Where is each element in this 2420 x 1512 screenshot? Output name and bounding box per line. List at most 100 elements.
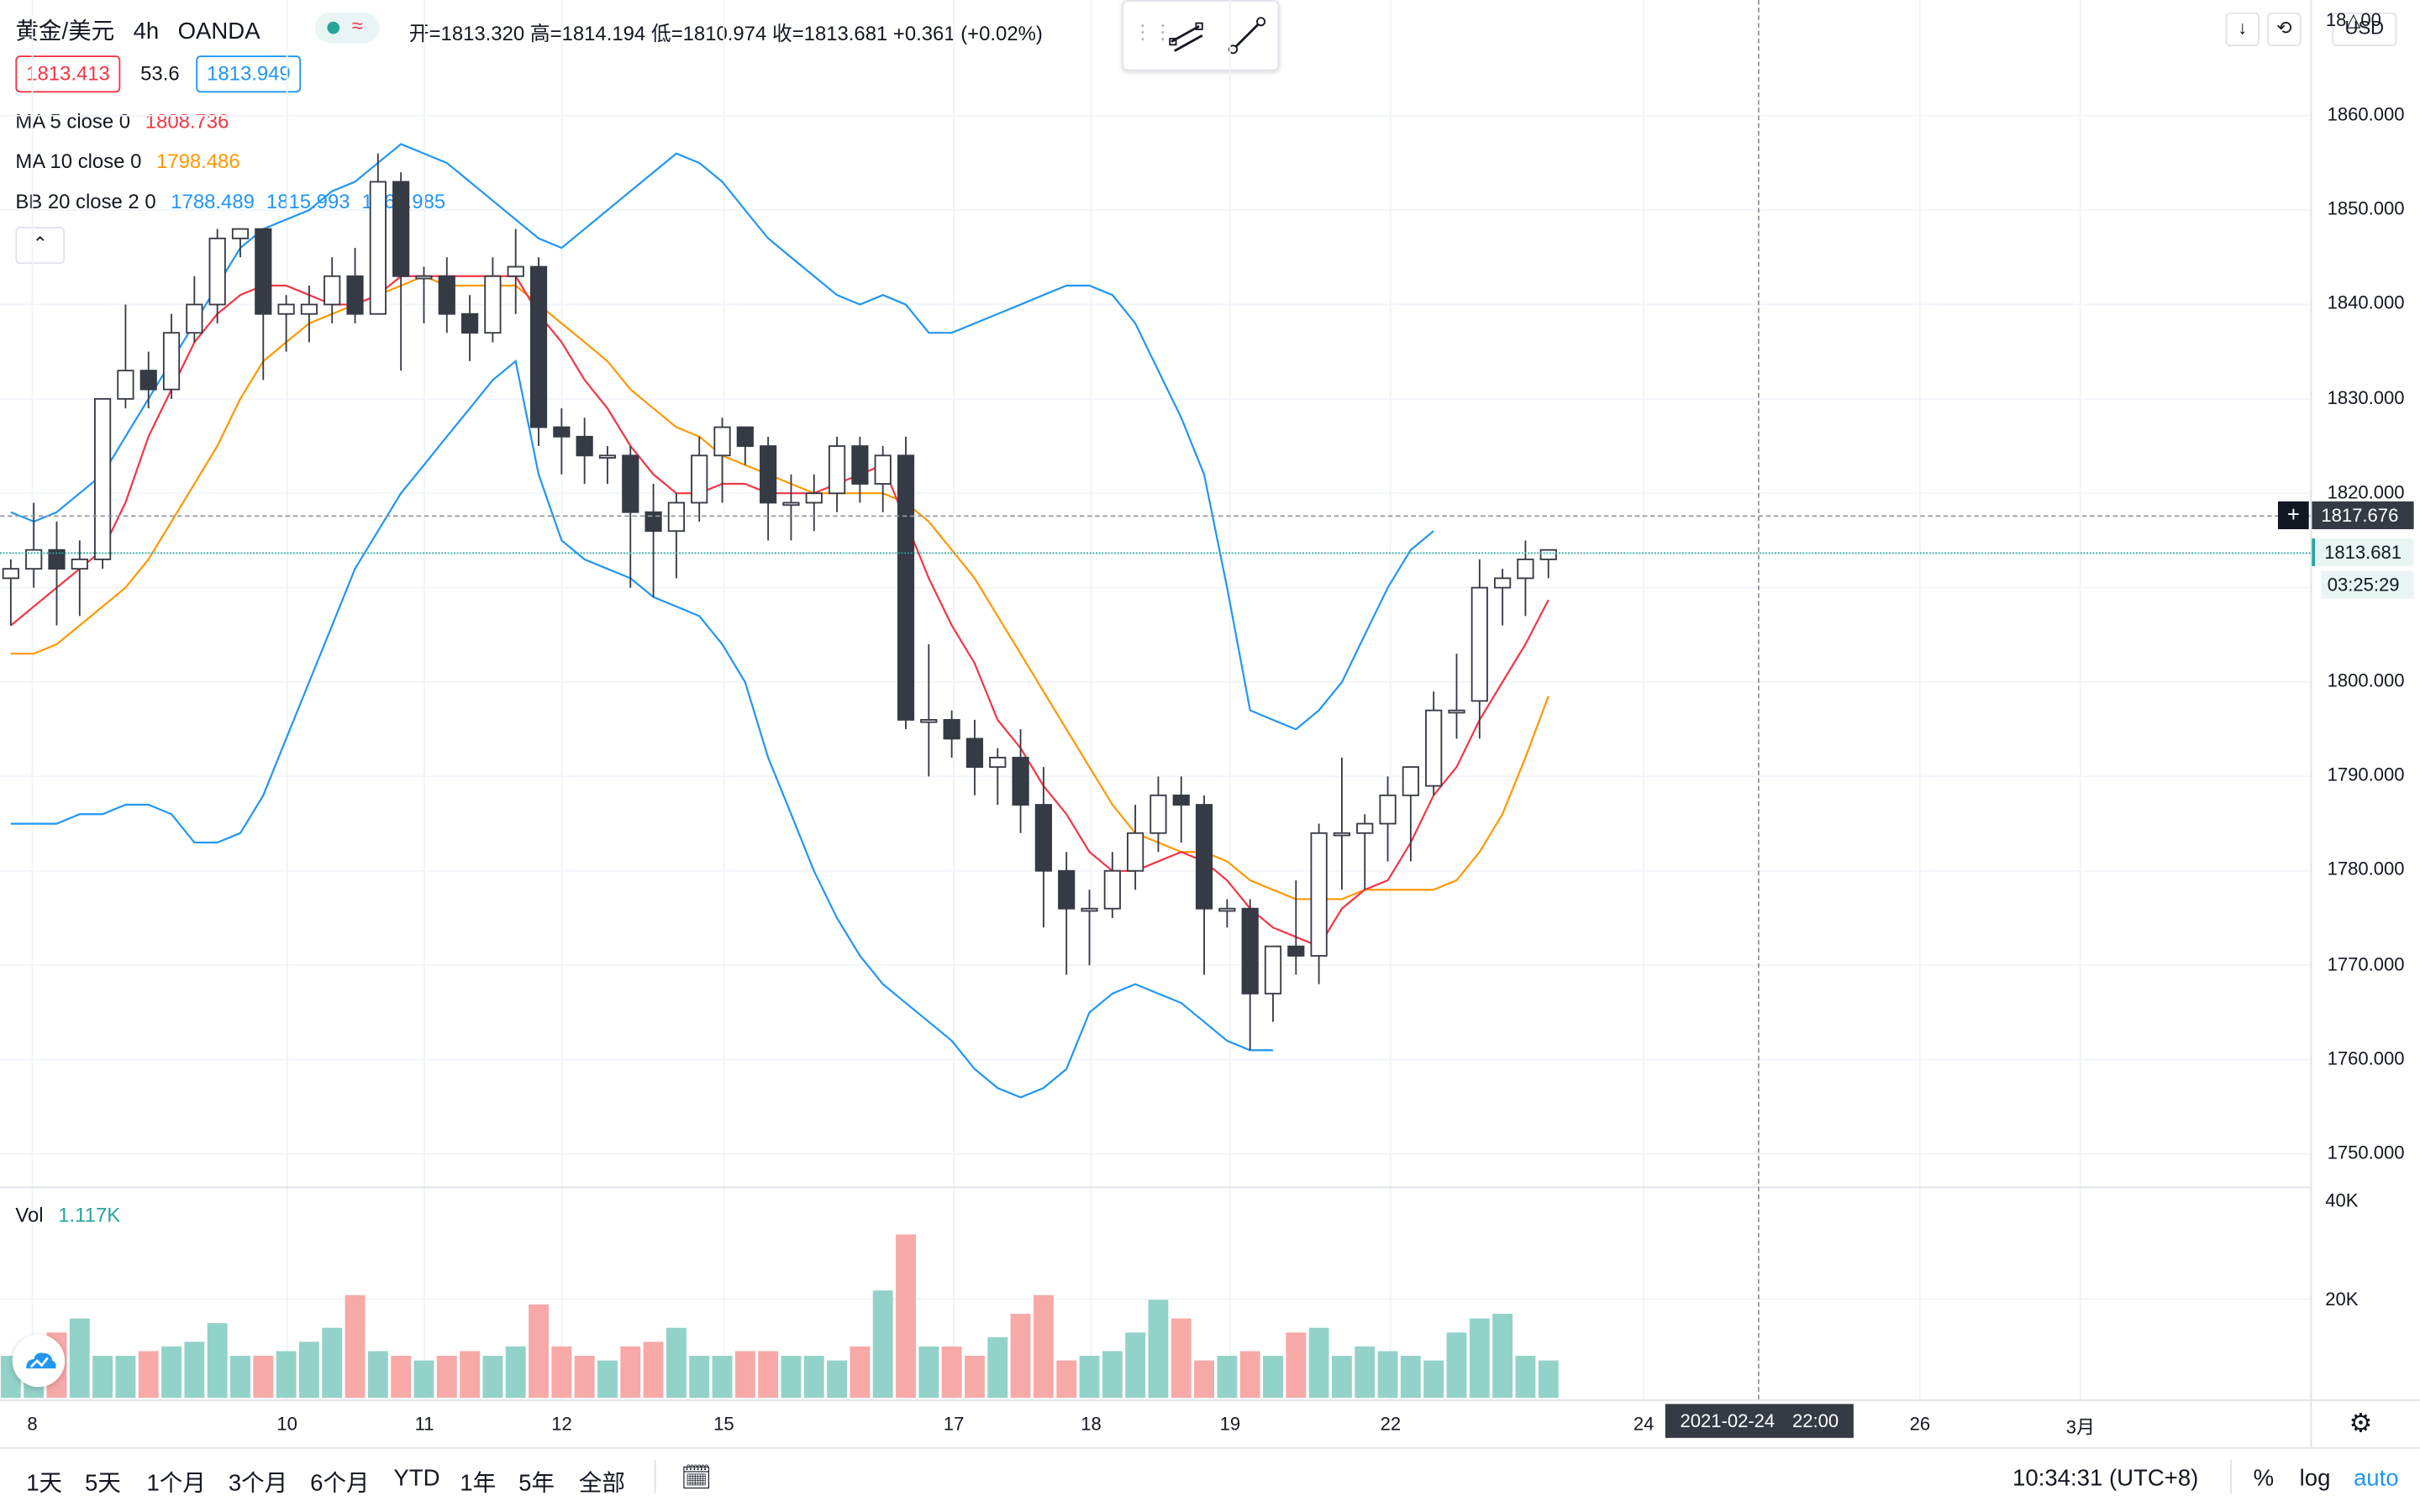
bb-upper-line — [10, 143, 1434, 731]
range-button[interactable]: 全部 — [578, 1470, 625, 1497]
price-axis-label: 1860.000 — [2327, 103, 2405, 125]
candle-body — [667, 501, 685, 533]
market-status-badge[interactable]: ≈ — [314, 12, 380, 44]
ma10-legend[interactable]: MA 10 close 0 1798.486 — [15, 150, 239, 173]
range-button[interactable]: 5年 — [518, 1470, 555, 1497]
volume-bar — [850, 1346, 871, 1399]
range-button[interactable]: 5天 — [85, 1470, 121, 1497]
ma5-legend[interactable]: MA 5 close 0 1808.736 — [15, 109, 229, 133]
volume-bar — [597, 1360, 618, 1399]
volume-bar — [1400, 1356, 1421, 1399]
refresh-icon: ⟲ — [2276, 17, 2292, 39]
add-alert-plus-icon[interactable]: + — [2277, 501, 2309, 529]
range-button[interactable]: 6个月 — [310, 1470, 370, 1497]
symbol-header[interactable]: 黄金/美元 4h OANDA — [15, 14, 260, 47]
candle-body — [965, 738, 984, 769]
candle — [300, 286, 318, 343]
range-button[interactable]: 1个月 — [146, 1470, 206, 1497]
ma10-label: MA 10 close 0 — [15, 150, 142, 173]
collapse-legend-button[interactable]: ⌃ — [15, 226, 66, 265]
sell-price-chip[interactable]: 1813.413 — [15, 55, 121, 93]
volume-bar — [1148, 1299, 1169, 1399]
candle — [1402, 766, 1419, 862]
volume-bar — [230, 1356, 250, 1399]
volume-bar — [896, 1234, 916, 1399]
candle-body — [484, 275, 502, 334]
price-axis-label: 1830.000 — [2327, 386, 2405, 408]
settings-gear-icon[interactable]: ⚙ — [2349, 1408, 2373, 1438]
volume-bar — [1056, 1360, 1077, 1399]
candle-body — [1470, 586, 1488, 702]
candle-body — [1425, 709, 1443, 787]
range-button[interactable]: 1天 — [26, 1470, 63, 1497]
candle-body — [989, 756, 1007, 769]
drag-handle-icon[interactable]: ⋮⋮ — [1133, 19, 1173, 44]
candle — [186, 276, 203, 343]
candle — [691, 436, 708, 522]
interval-label[interactable]: 4h — [133, 18, 160, 45]
parallel-channel-icon[interactable] — [1162, 11, 1212, 60]
date-axis-label: 12 — [551, 1413, 572, 1436]
volume-legend[interactable]: Vol 1.117K — [15, 1204, 120, 1227]
goto-date-calendar-icon[interactable]: 🗓 — [680, 1465, 713, 1493]
candle — [644, 484, 662, 597]
candle-body — [186, 303, 203, 334]
candle — [874, 446, 892, 512]
candle-body — [300, 303, 318, 315]
auto-scale-button[interactable]: auto — [2353, 1465, 2399, 1493]
crosshair-time: 22:00 — [1792, 1410, 1839, 1432]
candle — [1356, 814, 1374, 890]
volume-bar — [1263, 1356, 1283, 1399]
candle — [965, 719, 984, 795]
toolbar-divider — [654, 1459, 656, 1494]
tradingview-logo[interactable] — [12, 1334, 66, 1388]
volume-bar — [620, 1346, 641, 1399]
volume-bar — [505, 1346, 526, 1399]
candle — [117, 304, 134, 409]
reset-chart-button[interactable]: ⟲ — [2267, 12, 2302, 47]
crosshair-horizontal — [0, 515, 2311, 517]
candle-body — [1081, 907, 1098, 912]
log-scale-button[interactable]: log — [2299, 1465, 2331, 1493]
range-button[interactable]: 1年 — [460, 1470, 497, 1497]
price-axis-label: 1790.000 — [2327, 764, 2405, 786]
volume-bar — [1538, 1360, 1559, 1399]
date-axis-label: 22 — [1380, 1413, 1402, 1436]
volume-bar — [1446, 1332, 1467, 1399]
scroll-down-button[interactable]: ↓ — [2225, 12, 2260, 47]
volume-bar — [712, 1356, 733, 1399]
currency-button[interactable]: USD — [2332, 12, 2397, 47]
candle-body — [1127, 832, 1144, 872]
candle-body — [598, 454, 617, 459]
candle — [2, 559, 19, 626]
candle-body — [94, 397, 112, 560]
crosshair-date: 2021-02-24 — [1680, 1410, 1776, 1432]
buy-price-chip[interactable]: 1813.949 — [196, 55, 302, 93]
trend-line-icon[interactable] — [1223, 11, 1272, 60]
candle — [1058, 852, 1076, 975]
volume-bar — [529, 1304, 549, 1399]
clock-timezone[interactable]: 10:34:31 (UTC+8) — [2012, 1465, 2199, 1493]
candle — [897, 436, 915, 730]
candle-body — [71, 558, 88, 570]
bollinger-bands — [10, 143, 1434, 1099]
crosshair-date-label: 2021-02-24 22:00 — [1665, 1404, 1854, 1438]
candle — [460, 295, 479, 361]
volume-bar — [1492, 1314, 1513, 1399]
range-button[interactable]: 3个月 — [228, 1470, 288, 1497]
candle — [1081, 890, 1098, 966]
price-axis-label: 1800.000 — [2327, 669, 2405, 691]
candle — [1034, 767, 1052, 928]
market-open-dot-icon — [327, 21, 340, 34]
candle — [667, 493, 685, 579]
candle — [1012, 729, 1029, 833]
candle — [1425, 691, 1443, 795]
percent-scale-button[interactable]: % — [2253, 1465, 2275, 1493]
volume-bar — [1217, 1356, 1238, 1399]
volume-bar — [298, 1341, 319, 1399]
arrow-down-icon: ↓ — [2238, 17, 2248, 39]
candle — [255, 228, 272, 381]
range-button[interactable]: YTD — [393, 1465, 440, 1493]
pane-separator[interactable] — [0, 1186, 2311, 1189]
